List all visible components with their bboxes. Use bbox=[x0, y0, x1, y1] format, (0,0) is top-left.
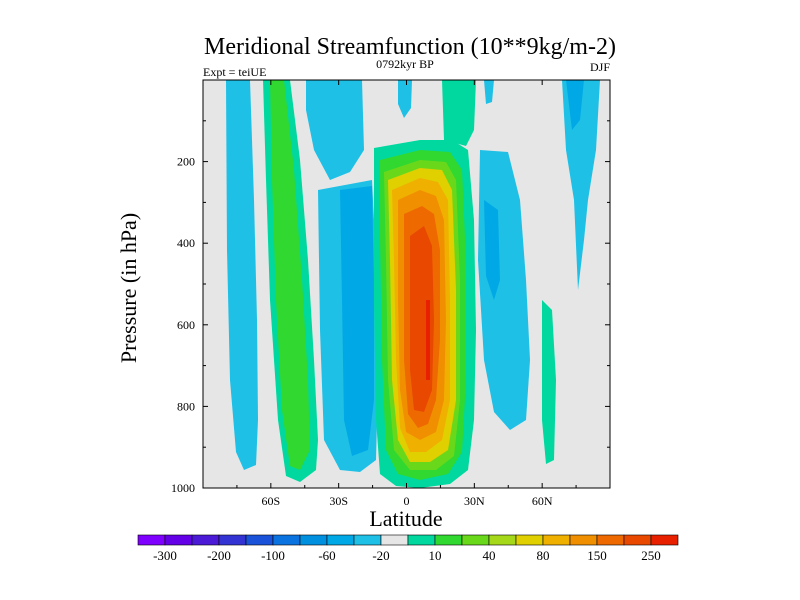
colorbar-label: -60 bbox=[318, 548, 335, 563]
x-tick-label: 30N bbox=[464, 494, 485, 508]
colorbar-label: 250 bbox=[641, 548, 661, 563]
y-tick-label: 200 bbox=[177, 155, 195, 169]
colorbar-swatch bbox=[542, 534, 571, 546]
colorbar-swatch bbox=[569, 534, 598, 546]
subtitle-season: DJF bbox=[590, 60, 610, 74]
colorbar-label: -100 bbox=[261, 548, 285, 563]
colorbar-label: -200 bbox=[207, 548, 231, 563]
colorbar-swatch bbox=[488, 534, 517, 546]
colorbar-swatch bbox=[434, 534, 463, 546]
colorbar-label: -300 bbox=[153, 548, 177, 563]
colorbar-swatch bbox=[380, 534, 409, 546]
y-tick-label: 600 bbox=[177, 318, 195, 332]
subtitle-time: 0792kyr BP bbox=[376, 57, 434, 71]
colorbar-swatch bbox=[272, 534, 301, 546]
y-tick-label: 400 bbox=[177, 236, 195, 250]
y-tick-label: 800 bbox=[177, 399, 195, 413]
contour-region bbox=[226, 80, 258, 470]
colorbar-swatch bbox=[137, 534, 166, 546]
colorbar-swatch bbox=[191, 534, 220, 546]
contour-region bbox=[340, 186, 374, 456]
contour-region bbox=[410, 226, 434, 412]
colorbar-swatch bbox=[245, 534, 274, 546]
x-tick-label: 60S bbox=[261, 494, 280, 508]
colorbar-swatch bbox=[353, 534, 382, 546]
colorbar-label: 80 bbox=[537, 548, 550, 563]
colorbar: -300 -200 -100 -60 -20 10 40 80 150 250 bbox=[137, 534, 679, 563]
x-tick-label: 0 bbox=[404, 494, 410, 508]
colorbar-swatch bbox=[623, 534, 652, 546]
contour-region bbox=[426, 300, 430, 380]
colorbar-swatch bbox=[596, 534, 625, 546]
x-tick-label: 30S bbox=[329, 494, 348, 508]
subtitle-experiment: Expt = teiUE bbox=[203, 65, 266, 79]
colorbar-swatch bbox=[218, 534, 247, 546]
contour-region bbox=[562, 80, 600, 290]
contour-region bbox=[484, 200, 500, 300]
x-tick-label: 60N bbox=[532, 494, 553, 508]
colorbar-swatch bbox=[461, 534, 490, 546]
colorbar-swatch bbox=[650, 534, 679, 546]
colorbar-label: 10 bbox=[429, 548, 442, 563]
colorbar-swatch bbox=[326, 534, 355, 546]
colorbar-label: 40 bbox=[483, 548, 496, 563]
colorbar-label: 150 bbox=[587, 548, 607, 563]
colorbar-label: -20 bbox=[372, 548, 389, 563]
y-axis: 200 400 600 800 1000 bbox=[171, 120, 610, 495]
contour-region bbox=[484, 80, 494, 104]
colorbar-swatch bbox=[515, 534, 544, 546]
colorbar-swatch bbox=[299, 534, 328, 546]
colorbar-swatch bbox=[407, 534, 436, 546]
colorbar-swatch bbox=[164, 534, 193, 546]
y-tick-label: 1000 bbox=[171, 481, 195, 495]
contour-region bbox=[442, 80, 476, 146]
contour-region bbox=[566, 80, 584, 130]
x-axis-title: Latitude bbox=[369, 506, 442, 531]
y-axis-title: Pressure (in hPa) bbox=[116, 213, 141, 363]
contour-region bbox=[306, 80, 364, 180]
chart-title: Meridional Streamfunction (10**9kg/m-2) bbox=[204, 34, 616, 60]
contour-region bbox=[270, 80, 310, 470]
x-axis: 60S 30S 0 30N 60N bbox=[236, 80, 577, 508]
contour-region bbox=[398, 80, 412, 118]
contour-region bbox=[542, 300, 556, 464]
contour-fills bbox=[226, 80, 600, 488]
